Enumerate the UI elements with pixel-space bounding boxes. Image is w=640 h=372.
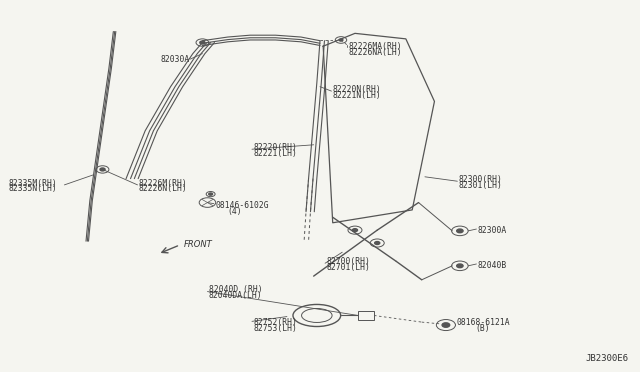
Text: 82226M(RH): 82226M(RH) [139, 179, 188, 187]
Text: 08146-6102G: 08146-6102G [215, 201, 269, 210]
Text: 82040DA(LH): 82040DA(LH) [209, 291, 262, 300]
Text: 82753(LH): 82753(LH) [253, 324, 297, 333]
Text: 82700(RH): 82700(RH) [326, 257, 370, 266]
Circle shape [374, 241, 380, 244]
Text: 08168-6121A: 08168-6121A [457, 318, 510, 327]
Text: 82301(LH): 82301(LH) [459, 181, 502, 190]
Text: 82221N(LH): 82221N(LH) [333, 91, 381, 100]
Circle shape [209, 193, 212, 195]
Text: FRONT: FRONT [183, 240, 212, 248]
Text: 82701(LH): 82701(LH) [326, 263, 370, 272]
Text: 82752(RH): 82752(RH) [253, 318, 297, 327]
Text: (4): (4) [228, 206, 243, 215]
Circle shape [353, 229, 358, 232]
Text: JB2300E6: JB2300E6 [586, 354, 628, 363]
Text: 82030A: 82030A [161, 55, 189, 64]
Text: 82221(LH): 82221(LH) [253, 149, 297, 158]
Text: 82226N(LH): 82226N(LH) [139, 185, 188, 193]
Circle shape [339, 39, 343, 41]
Text: 82040D (RH): 82040D (RH) [209, 285, 262, 294]
Text: 82040B: 82040B [477, 260, 507, 270]
Text: 82335N(LH): 82335N(LH) [8, 185, 57, 193]
Text: 82226MA(RH): 82226MA(RH) [349, 42, 402, 51]
Text: 82300(RH): 82300(RH) [459, 175, 502, 184]
Text: 82226NA(LH): 82226NA(LH) [349, 48, 402, 57]
Text: 82220N(RH): 82220N(RH) [333, 85, 381, 94]
Circle shape [442, 323, 450, 327]
Text: 82335M(RH): 82335M(RH) [8, 179, 57, 187]
Circle shape [200, 41, 205, 44]
Circle shape [457, 264, 463, 268]
Text: 82220(RH): 82220(RH) [253, 143, 297, 152]
Text: (B): (B) [476, 324, 490, 333]
Circle shape [457, 229, 463, 233]
Circle shape [100, 168, 105, 171]
Text: 82300A: 82300A [477, 227, 507, 235]
